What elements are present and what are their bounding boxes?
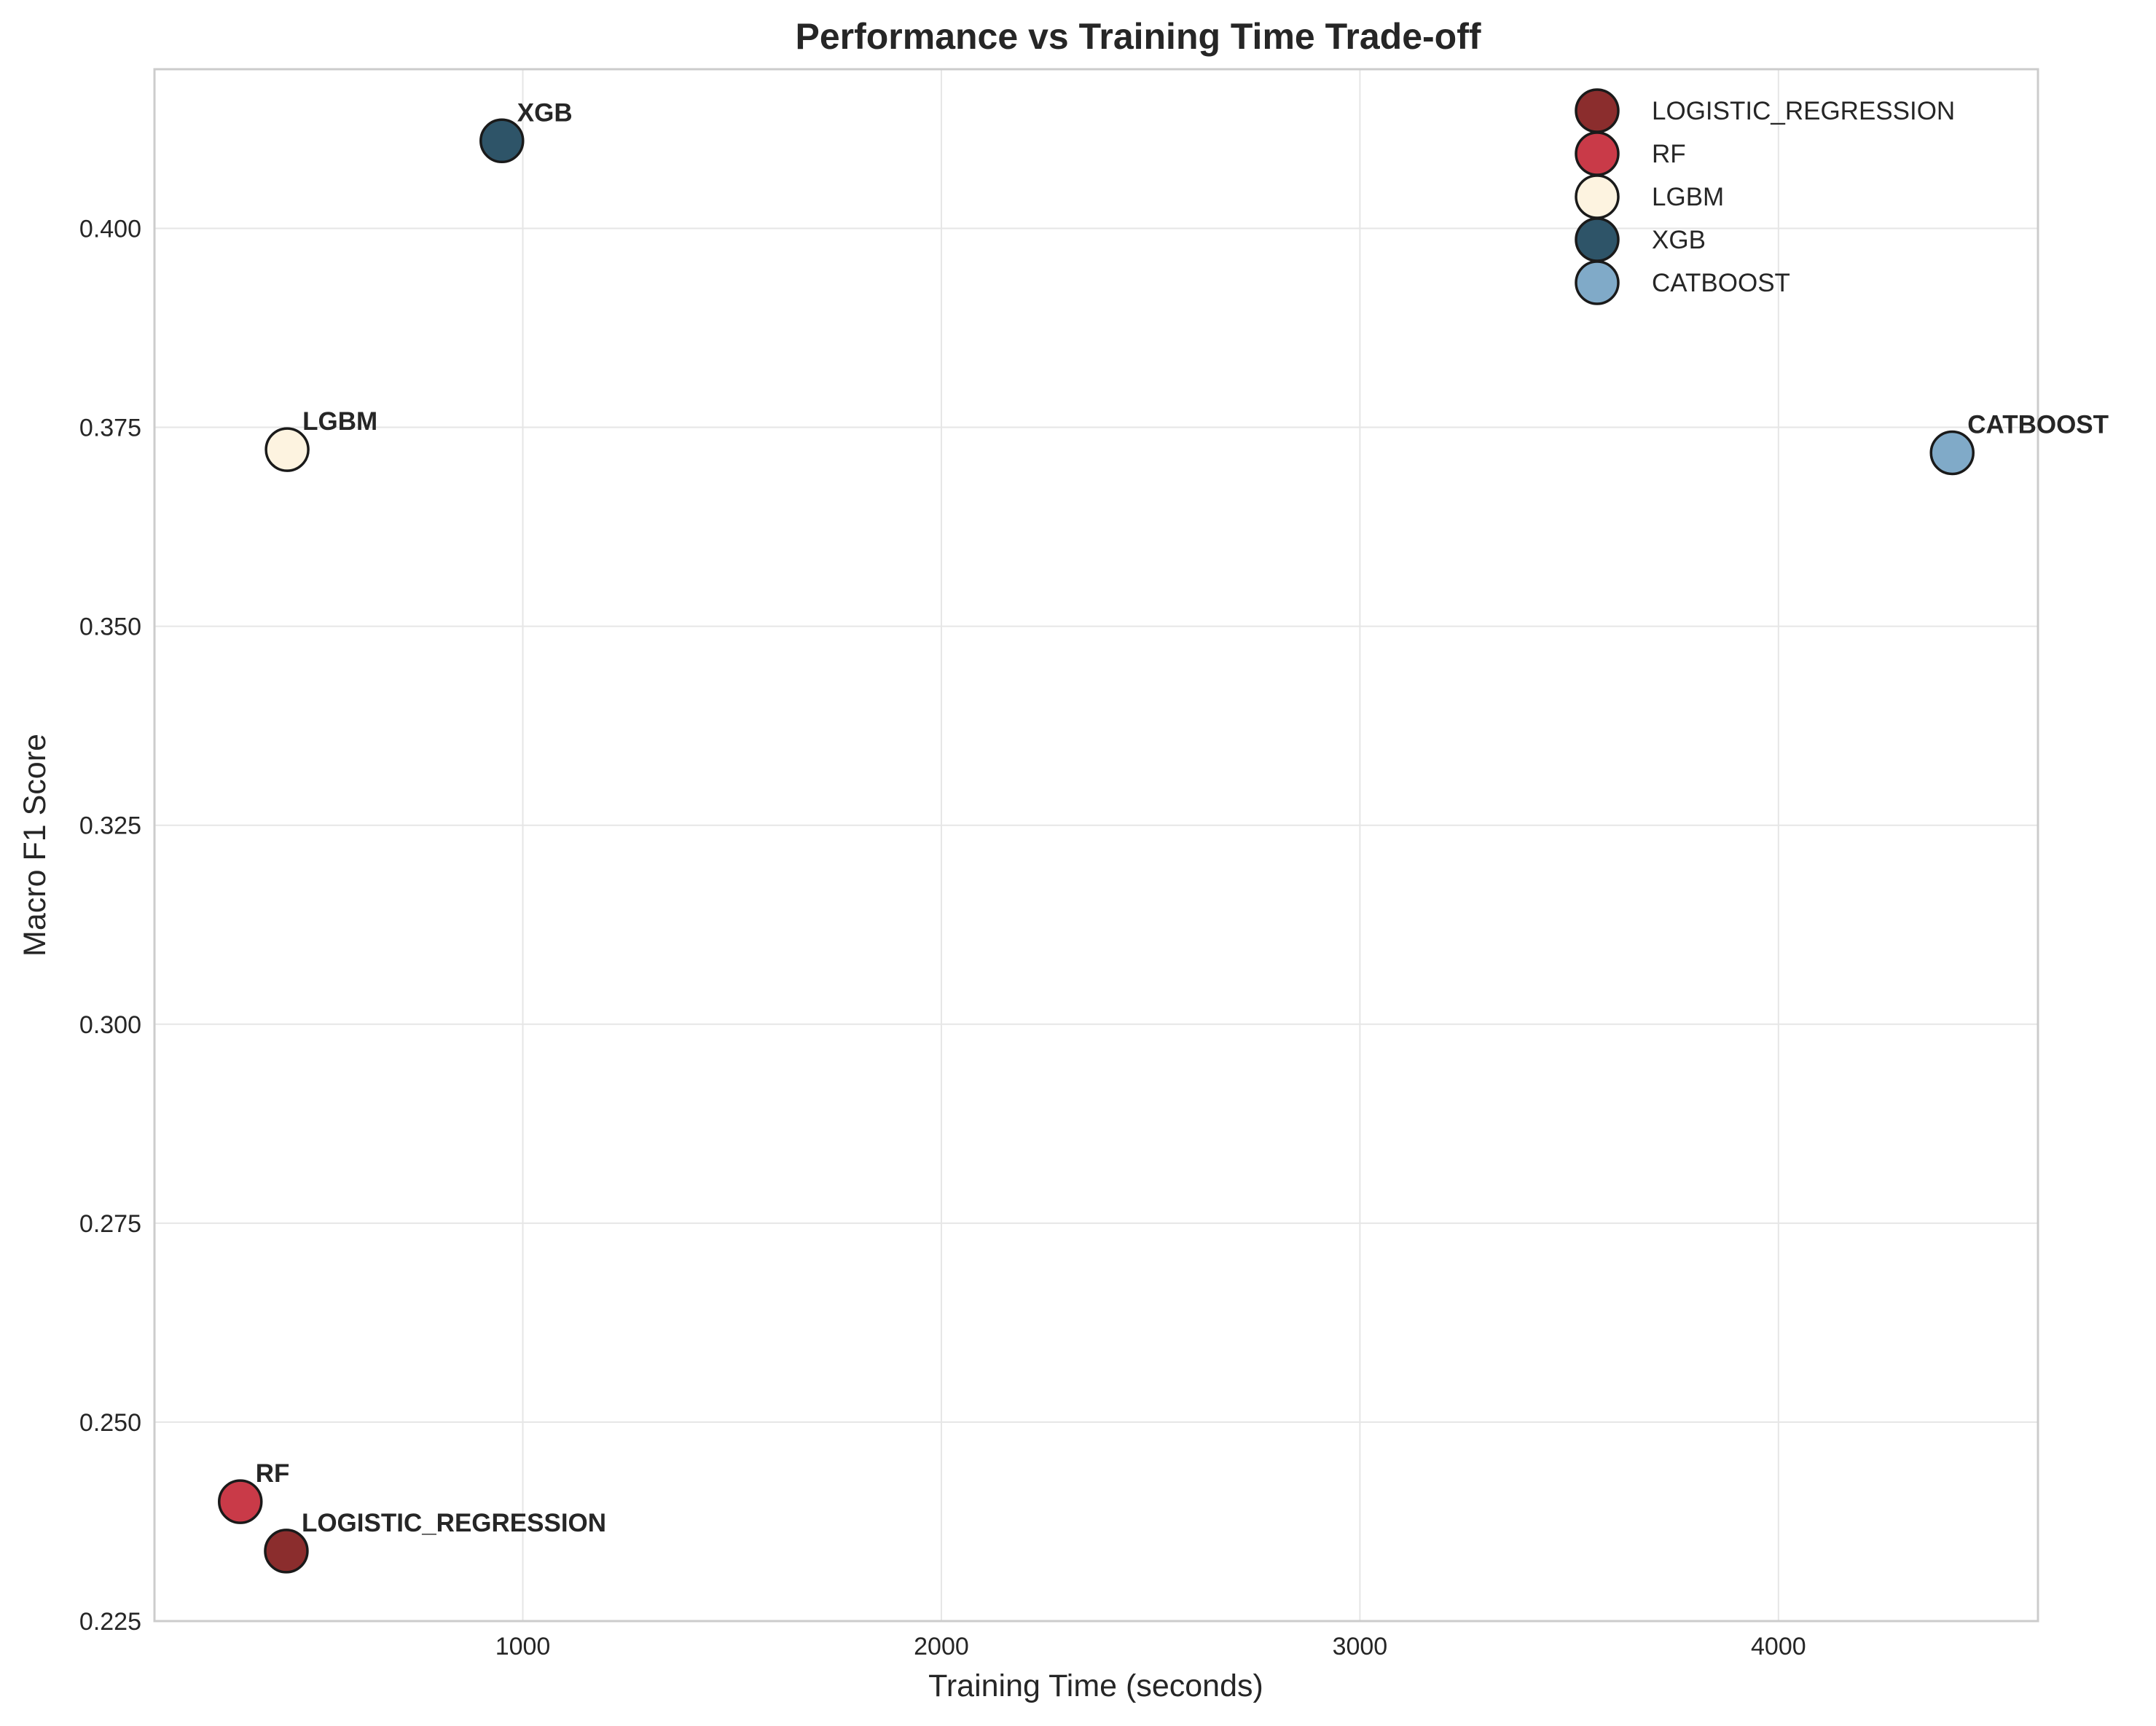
x-tick-labels: 1000 2000 3000 4000 (495, 1633, 1806, 1660)
chart-title: Performance vs Training Time Trade-off (795, 16, 1481, 57)
y-tick-labels: 0.225 0.250 0.275 0.300 0.325 0.350 0.375 0.400 (79, 215, 141, 1636)
y-tick-label: 0.375 (79, 415, 141, 442)
point-label: LOGISTIC_REGRESSION (302, 1509, 606, 1537)
y-axis-label: Macro F1 Score (17, 734, 52, 957)
point-label: LGBM (302, 407, 377, 436)
y-tick-label: 0.275 (79, 1210, 141, 1238)
x-tick-label: 1000 (495, 1633, 551, 1660)
x-tick-label: 4000 (1751, 1633, 1806, 1660)
legend-entry: LOGISTIC_REGRESSION (1652, 97, 1955, 125)
legend-entry: XGB (1652, 226, 1706, 254)
plot-frame (153, 68, 2039, 1623)
x-axis-label: Training Time (seconds) (928, 1668, 1263, 1703)
legend-marker (1575, 217, 1620, 262)
y-tick-label: 0.225 (79, 1608, 141, 1636)
y-tick-label: 0.325 (79, 812, 141, 840)
x-tick-label: 3000 (1333, 1633, 1388, 1660)
y-tick-label: 0.250 (79, 1409, 141, 1437)
legend-marker (1575, 88, 1620, 133)
data-point (479, 118, 525, 164)
y-tick-label: 0.300 (79, 1011, 141, 1039)
point-label: XGB (517, 98, 573, 127)
data-point (218, 1479, 263, 1524)
legend-entry: RF (1652, 140, 1686, 168)
legend-entry: LGBM (1652, 183, 1724, 211)
y-tick-label: 0.400 (79, 215, 141, 243)
data-point (264, 1529, 309, 1574)
legend-marker (1575, 174, 1620, 219)
data-point (1929, 430, 1975, 476)
point-label: CATBOOST (1967, 410, 2109, 439)
y-tick-label: 0.350 (79, 613, 141, 641)
legend-entry: CATBOOST (1652, 269, 1790, 297)
data-points: LOGISTIC_REGRESSION RF LGBM XGB CATBOOST (218, 98, 2109, 1574)
data-point (264, 427, 310, 472)
point-label: RF (256, 1459, 290, 1488)
x-tick-label: 2000 (914, 1633, 969, 1660)
gridlines (154, 69, 2038, 1622)
legend-marker (1575, 260, 1620, 305)
legend: LOGISTIC_REGRESSION RF LGBM XGB CATBOOST (1575, 88, 1955, 305)
legend-marker (1575, 131, 1620, 176)
